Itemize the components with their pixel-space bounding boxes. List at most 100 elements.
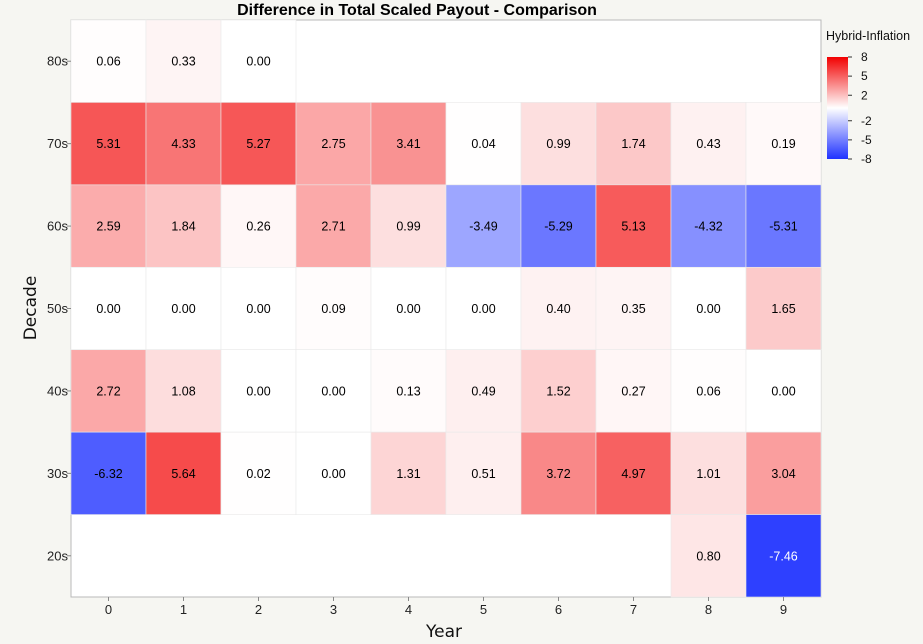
heatmap-cell xyxy=(220,19,297,103)
cell-value-label: 0.00 xyxy=(321,384,345,398)
cell-value-label: 1.52 xyxy=(546,384,570,398)
heatmap-cell xyxy=(370,349,447,433)
cell-value-label: 1.01 xyxy=(696,467,720,481)
legend-tick-label: 5 xyxy=(861,69,868,83)
y-axis-title: Decade xyxy=(21,276,41,341)
y-tick-label: 80s xyxy=(47,54,68,69)
heatmap-cell xyxy=(445,184,522,268)
cell-value-label: -4.32 xyxy=(694,220,723,234)
cell-value-label: 0.49 xyxy=(471,384,495,398)
cell-value-label: 0.80 xyxy=(696,549,720,563)
cell-value-label: 0.02 xyxy=(246,467,270,481)
cell-value-label: 0.51 xyxy=(471,467,495,481)
cell-value-label: 0.00 xyxy=(696,302,720,316)
cell-value-label: -3.49 xyxy=(469,220,498,234)
x-axis-title: Year xyxy=(425,622,462,642)
cell-value-label: 0.06 xyxy=(96,55,120,69)
heatmap-cell xyxy=(520,431,597,515)
cell-value-label: 0.06 xyxy=(696,384,720,398)
y-tick-label: 50s xyxy=(47,301,68,316)
heatmap-cell xyxy=(670,514,747,598)
x-axis-ticks: 0 1 2 3 4 5 6 7 8 9 xyxy=(105,597,787,617)
heatmap-cell xyxy=(745,184,822,268)
cell-value-label: -5.29 xyxy=(544,220,573,234)
x-tick-label: 5 xyxy=(480,602,487,617)
cell-value-label: 0.99 xyxy=(396,220,420,234)
heatmap-cell xyxy=(670,184,747,268)
cell-value-label: 0.00 xyxy=(246,302,270,316)
legend-tick-label: 2 xyxy=(861,88,868,102)
legend-tick-label: -8 xyxy=(861,152,872,166)
heatmap-cell xyxy=(445,102,522,186)
heatmap-cell xyxy=(520,266,597,351)
cell-value-label: 1.74 xyxy=(621,137,645,151)
cell-value-label: 0.00 xyxy=(471,302,495,316)
cell-value-label: 0.00 xyxy=(396,302,420,316)
legend-tick-label: 8 xyxy=(861,50,868,64)
cell-value-label: 0.26 xyxy=(246,220,270,234)
cell-value-label: 5.13 xyxy=(621,220,645,234)
legend-tick-label: -2 xyxy=(861,114,872,128)
heatmap-cell xyxy=(220,349,297,433)
cell-value-label: 0.27 xyxy=(621,384,645,398)
x-tick-label: 6 xyxy=(555,602,562,617)
cell-value-label: -7.46 xyxy=(769,549,798,563)
legend-title: Hybrid-Inflation xyxy=(826,29,910,43)
cell-value-label: 1.65 xyxy=(771,302,795,316)
cell-value-label: 3.04 xyxy=(771,467,795,481)
heatmap-cell xyxy=(295,266,372,351)
cell-value-label: 2.59 xyxy=(96,220,120,234)
y-axis-ticks: 80s 70s 60s 50s 40s 30s 20s xyxy=(47,54,71,563)
heatmap-cell xyxy=(445,431,522,515)
heatmap-cell xyxy=(295,184,372,268)
heatmap-cells: 0.06 0.33 0.00 5.31 4.33 5.27 2.75 3.41 0.04 0.99… xyxy=(70,19,822,598)
heatmap-cell xyxy=(670,349,747,433)
heatmap-cell xyxy=(295,102,372,186)
heatmap-cell xyxy=(295,431,372,515)
cell-value-label: 0.40 xyxy=(546,302,570,316)
y-tick-label: 40s xyxy=(47,383,68,398)
heatmap-cell xyxy=(70,431,147,515)
cell-value-label: 0.00 xyxy=(321,467,345,481)
x-tick-label: 0 xyxy=(105,602,112,617)
cell-value-label: 5.64 xyxy=(171,467,195,481)
legend-color-bar xyxy=(827,57,848,159)
heatmap-cell xyxy=(220,184,297,268)
heatmap-cell xyxy=(145,102,222,186)
heatmap-cell xyxy=(370,431,447,515)
cell-value-label: 2.75 xyxy=(321,137,345,151)
cell-value-label: -5.31 xyxy=(769,220,798,234)
cell-value-label: 0.00 xyxy=(246,55,270,69)
heatmap-cell xyxy=(745,431,822,515)
cell-value-label: 2.72 xyxy=(96,384,120,398)
heatmap-cell xyxy=(670,431,747,515)
cell-value-label: 0.00 xyxy=(96,302,120,316)
heatmap-cell xyxy=(220,266,297,351)
heatmap-cell xyxy=(370,266,447,351)
chart-title: Difference in Total Scaled Payout - Comp… xyxy=(237,2,597,19)
cell-value-label: 0.43 xyxy=(696,137,720,151)
heatmap-cell xyxy=(295,349,372,433)
heatmap-cell xyxy=(70,349,147,433)
cell-value-label: 0.35 xyxy=(621,302,645,316)
x-tick-label: 7 xyxy=(630,602,637,617)
cell-value-label: 5.31 xyxy=(96,137,120,151)
y-tick-label: 20s xyxy=(47,548,68,563)
x-tick-label: 1 xyxy=(180,602,187,617)
heatmap-cell xyxy=(745,102,822,186)
cell-value-label: 1.84 xyxy=(171,220,195,234)
x-tick-label: 4 xyxy=(405,602,412,617)
heatmap-cell xyxy=(70,184,147,268)
cell-value-label: 3.41 xyxy=(396,137,420,151)
color-legend: Hybrid-Inflation 8 5 2 -2 -5 -8 xyxy=(826,29,910,166)
cell-value-label: 0.00 xyxy=(246,384,270,398)
heatmap-cell xyxy=(745,514,822,598)
y-tick-label: 60s xyxy=(47,219,68,234)
cell-value-label: 0.19 xyxy=(771,137,795,151)
heatmap-cell xyxy=(595,102,672,186)
cell-value-label: 5.27 xyxy=(246,137,270,151)
heatmap-cell xyxy=(745,349,822,433)
y-tick-label: 70s xyxy=(47,136,68,151)
heatmap-cell xyxy=(70,102,147,186)
x-tick-label: 2 xyxy=(255,602,262,617)
